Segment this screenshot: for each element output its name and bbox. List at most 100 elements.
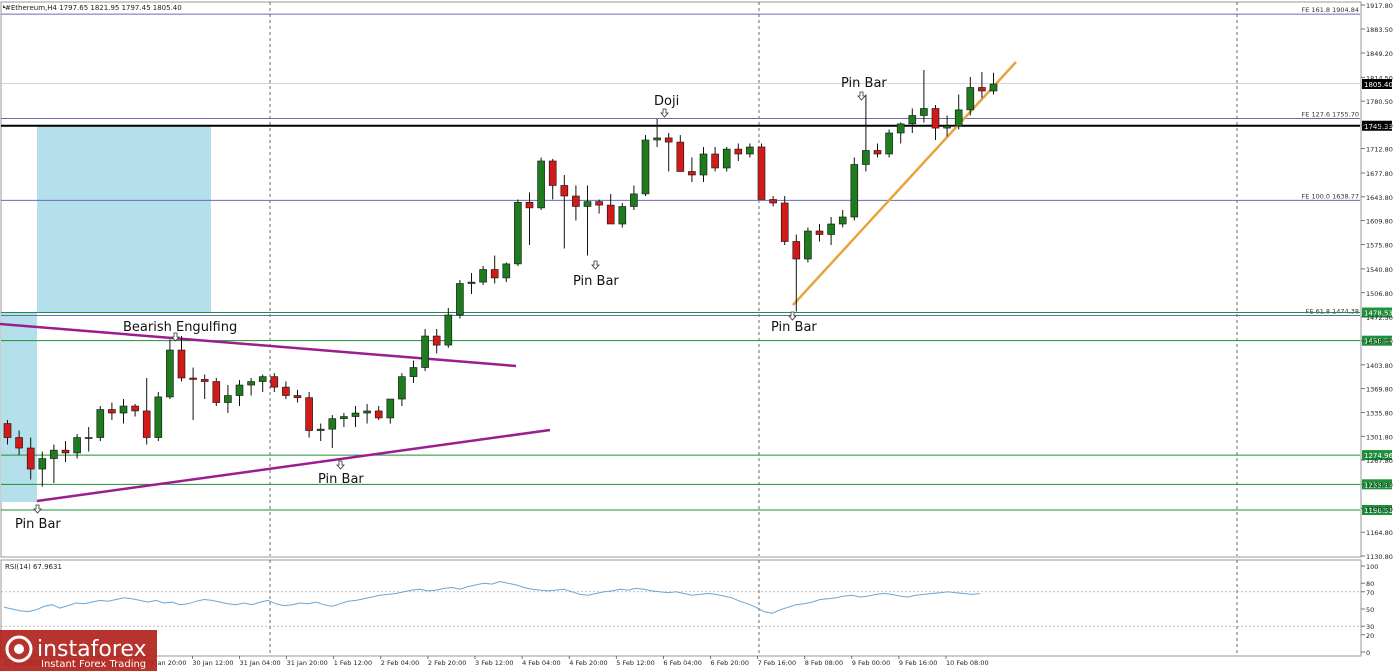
current-price-tag bbox=[1362, 79, 1392, 89]
supply-zone bbox=[37, 125, 211, 313]
x-tick-label: 10 Feb 08:00 bbox=[946, 659, 989, 667]
y-tick-label: 1814.50 bbox=[1366, 74, 1393, 82]
candle-body bbox=[26, 447, 35, 470]
x-tick-label: 31 Jan 04:00 bbox=[240, 659, 281, 667]
y-tick-label: 1712.80 bbox=[1366, 146, 1393, 154]
candle-body bbox=[792, 241, 801, 260]
rsi-tick-label: 100 bbox=[1366, 563, 1378, 571]
candle-body bbox=[316, 428, 325, 431]
candle-body bbox=[827, 223, 835, 235]
rsi-plot-frame bbox=[0, 559, 1362, 657]
candle-body bbox=[989, 83, 998, 92]
annotations: Bearish Engulfing Pin Bar Pin Bar Pin Ba… bbox=[15, 76, 887, 532]
candle-body bbox=[931, 108, 940, 129]
bearish-engulfing-label: Bearish Engulfing bbox=[123, 320, 237, 335]
candle-body bbox=[850, 164, 859, 218]
candle-body bbox=[595, 201, 603, 206]
candle-body bbox=[305, 397, 313, 431]
y-tick-label: 1540.80 bbox=[1366, 266, 1393, 274]
candle-body bbox=[885, 132, 893, 155]
candle-body bbox=[815, 230, 824, 235]
candle-body bbox=[61, 449, 70, 454]
y-tick-label: 1780.50 bbox=[1366, 98, 1393, 106]
candle-body bbox=[780, 202, 789, 242]
y-tick-label: 1917.80 bbox=[1366, 2, 1393, 10]
candle-body bbox=[131, 405, 139, 412]
candle-body bbox=[920, 108, 928, 116]
candle-body bbox=[467, 281, 476, 284]
candle-body bbox=[572, 195, 580, 207]
candle-body bbox=[154, 396, 163, 438]
candle-body bbox=[398, 376, 406, 400]
candle-body bbox=[688, 171, 696, 176]
x-tick-label: 30 Jan 12:00 bbox=[192, 659, 233, 667]
candle-body bbox=[374, 410, 383, 419]
rsi-tick-label: 20 bbox=[1366, 632, 1374, 640]
candle-body bbox=[769, 199, 777, 204]
logo-tagline: Instant Forex Trading bbox=[41, 659, 146, 670]
level-price-text: 1274.96 bbox=[1364, 452, 1393, 460]
level-price-tag bbox=[1362, 504, 1392, 515]
candle-body bbox=[664, 137, 673, 143]
y-tick-label: 1609.80 bbox=[1366, 218, 1393, 226]
candle-body bbox=[479, 269, 487, 283]
rsi-tick-label: 30 bbox=[1366, 623, 1374, 631]
logo-name: instaforex bbox=[37, 637, 147, 662]
y-tick-label: 1198.80 bbox=[1366, 505, 1393, 513]
candle-body bbox=[363, 410, 371, 414]
upper-triangle-line bbox=[0, 322, 517, 368]
candle-body bbox=[583, 201, 592, 207]
level-price-tag bbox=[1362, 479, 1392, 490]
y-tick-label: 1301.80 bbox=[1366, 433, 1393, 441]
candle-body bbox=[444, 314, 453, 346]
level-price-tag bbox=[1362, 120, 1392, 131]
y-tick-label: 1267.80 bbox=[1366, 457, 1393, 465]
y-tick-label: 1233.30 bbox=[1366, 481, 1393, 489]
candle-body bbox=[200, 379, 209, 382]
candle-body bbox=[166, 349, 174, 398]
demand-zone bbox=[1, 313, 37, 502]
candle-body bbox=[189, 377, 197, 380]
arrow-marker-icon bbox=[171, 332, 180, 342]
price-axis: 1917.80 1883.50 1849.20 1814.50 1780.50 1746.… bbox=[1361, 2, 1393, 561]
level-price-tag bbox=[1362, 307, 1392, 318]
candle-body bbox=[386, 398, 395, 419]
candle-body bbox=[490, 269, 499, 279]
candle-body bbox=[630, 193, 638, 207]
y-tick-label: 1883.50 bbox=[1366, 26, 1393, 34]
arrow-marker-icon bbox=[788, 311, 797, 321]
rsi-tick-label: 70 bbox=[1366, 589, 1374, 597]
candle-body bbox=[978, 87, 986, 92]
candle-body bbox=[340, 416, 348, 419]
candle-body bbox=[351, 412, 360, 417]
level-price-text: 1478.53 bbox=[1364, 310, 1393, 318]
x-tick-label: 2 Feb 04:00 bbox=[381, 659, 420, 667]
candle-body bbox=[502, 263, 511, 279]
logo-gear-icon bbox=[5, 635, 33, 663]
candle-body bbox=[525, 201, 534, 209]
level-price-text: 1196.51 bbox=[1364, 507, 1393, 515]
y-tick-label: 1335.80 bbox=[1366, 409, 1393, 417]
candle-body bbox=[73, 437, 81, 454]
chart-indicator-icon bbox=[3, 5, 6, 8]
candle-body bbox=[896, 123, 905, 134]
candle-body bbox=[432, 335, 441, 346]
candle-body bbox=[293, 395, 302, 398]
y-tick-label: 1130.80 bbox=[1366, 553, 1393, 561]
arrow-marker-icon bbox=[33, 504, 42, 514]
candle-body bbox=[699, 153, 708, 176]
candle-body bbox=[560, 185, 569, 197]
candle-body bbox=[838, 216, 847, 225]
rsi-tick-label: 50 bbox=[1366, 606, 1374, 614]
fib-label: FE 127.6 1755.70 bbox=[1302, 110, 1359, 118]
y-tick-label: 1506.80 bbox=[1366, 290, 1393, 298]
y-tick-label: 1643.80 bbox=[1366, 194, 1393, 202]
candle-body bbox=[15, 437, 23, 449]
instaforex-logo: instaforex Instant Forex Trading bbox=[0, 630, 157, 671]
y-tick-label: 1164.80 bbox=[1366, 529, 1393, 537]
level-price-text: 1745.33 bbox=[1364, 123, 1393, 131]
pin-bar-label-2: Pin Bar bbox=[318, 472, 364, 487]
fib-label: FE 161.8 1904.84 bbox=[1302, 6, 1359, 14]
candle-body bbox=[804, 230, 812, 260]
